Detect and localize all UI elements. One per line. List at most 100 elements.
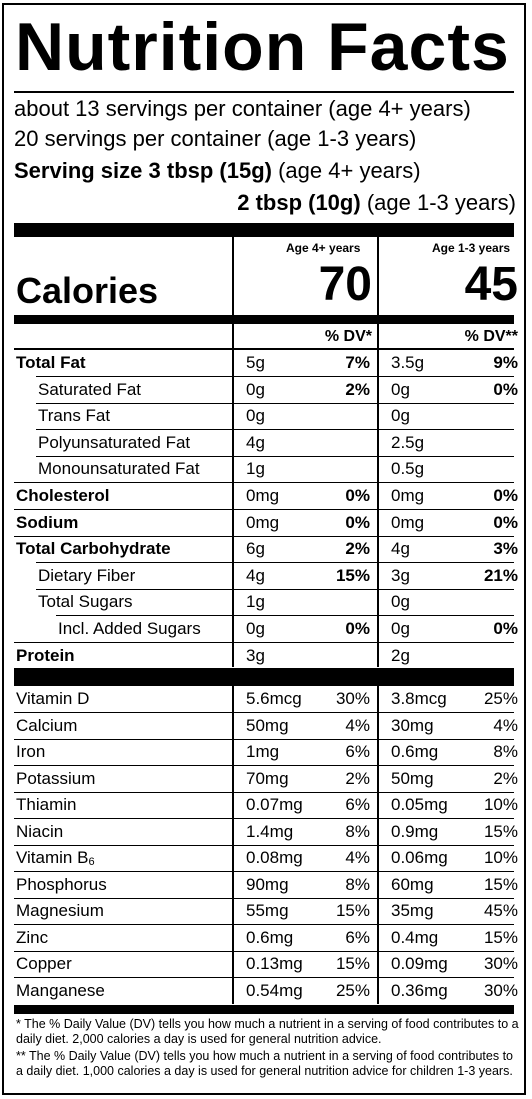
footnotes: * The % Daily Value (DV) tells you how m…	[16, 1017, 522, 1081]
adult-percent: 15%	[335, 954, 370, 973]
adult-amount: 1mg	[246, 742, 280, 761]
column-divider-left	[232, 237, 234, 667]
nutrient-name: Monounsaturated Fat	[38, 459, 200, 478]
child-amount: 0.09mg	[391, 954, 448, 973]
nutrient-name: Trans Fat	[38, 406, 111, 425]
vitamin-name-text: Magnesium	[16, 901, 104, 920]
child-percent: 10%	[483, 795, 518, 814]
child-amount: 50mg	[391, 769, 434, 788]
adult-percent: 2%	[345, 769, 370, 788]
row-divider	[14, 712, 514, 713]
adult-amount: 0mg	[246, 486, 280, 505]
vitamin-name: Manganese	[16, 980, 105, 1002]
child-percent: 0%	[493, 619, 518, 638]
child-percent: 0%	[493, 380, 518, 399]
nutrient-name: Cholesterol	[16, 486, 110, 505]
serving-size-amount-child: 2 tbsp (10g)	[237, 190, 361, 215]
child-amount: 0.9mg	[391, 822, 439, 841]
vitamin-name: Vitamin D	[16, 688, 89, 710]
nutrient-name: Total Fat	[16, 353, 86, 372]
vitamin-name-text: Niacin	[16, 822, 64, 841]
child-percent: 10%	[483, 848, 518, 867]
adult-amount: 50mg	[246, 716, 289, 735]
calories-child: 45	[464, 258, 518, 311]
vitamin-name: Magnesium	[16, 900, 104, 922]
adult-percent: 8%	[345, 875, 370, 894]
footnote-rule	[14, 1005, 514, 1014]
child-amount: 0.5g	[391, 459, 425, 478]
adult-amount: 4g	[246, 433, 265, 452]
column-divider-right	[377, 237, 379, 667]
child-dv-header: % DV**	[464, 328, 518, 345]
vitamin-name: Vitamin B6	[16, 847, 95, 873]
vitamin-name: Calcium	[16, 715, 77, 737]
adult-amount: 4g	[246, 566, 265, 585]
thick-bar-vitamins	[14, 668, 514, 686]
child-percent: 30%	[483, 981, 518, 1000]
adult-percent: 4%	[345, 716, 370, 735]
adult-amount: 70mg	[246, 769, 289, 788]
adult-amount: 1.4mg	[246, 822, 294, 841]
child-percent: 25%	[483, 689, 518, 708]
child-amount: 0.6mg	[391, 742, 439, 761]
adult-percent: 0%	[345, 619, 370, 638]
serving-size-label: Serving size	[14, 158, 143, 183]
child-amount: 4g	[391, 539, 410, 558]
adult-column-header: Age 4+ years	[286, 241, 361, 255]
adult-amount: 0g	[246, 406, 265, 425]
calories-rule	[14, 315, 514, 324]
thick-bar-top	[14, 223, 514, 237]
child-amount: 0.4mg	[391, 928, 439, 947]
child-amount: 0.05mg	[391, 795, 448, 814]
vitamin-name: Zinc	[16, 927, 48, 949]
servings-adult: about 13 servings per container (age 4+ …	[14, 96, 471, 121]
child-amount: 2g	[391, 646, 410, 665]
adult-amount: 5g	[246, 353, 265, 372]
adult-percent: 2%	[345, 380, 370, 399]
row-divider	[36, 456, 514, 457]
vitamin-name-text: Manganese	[16, 981, 105, 1000]
footnote-child: ** The % Daily Value (DV) tells you how …	[16, 1049, 514, 1078]
row-divider	[14, 977, 514, 978]
child-amount: 3.8mcg	[391, 689, 447, 708]
row-divider	[14, 871, 514, 872]
adult-amount: 0g	[246, 619, 265, 638]
adult-amount: 0.13mg	[246, 954, 303, 973]
adult-percent: 4%	[345, 848, 370, 867]
calories-adult: 70	[318, 258, 372, 311]
serving-size-child: 2 tbsp (10g) (age 1-3 years)	[237, 188, 516, 218]
adult-amount: 90mg	[246, 875, 289, 894]
serving-size-adult: Serving size 3 tbsp (15g) (age 4+ years)	[14, 156, 421, 186]
adult-percent: 30%	[335, 689, 370, 708]
vitamin-name-text: Thiamin	[16, 795, 77, 814]
vitamin-name-text: Calcium	[16, 716, 78, 735]
adult-amount: 3g	[246, 646, 265, 665]
child-amount: 0g	[391, 380, 410, 399]
adult-percent: 7%	[345, 353, 370, 372]
adult-percent: 6%	[345, 742, 370, 761]
row-divider	[14, 951, 514, 952]
nutrient-name: Sodium	[16, 513, 79, 532]
vitamin-name: Copper	[16, 953, 72, 975]
calories-label: Calories	[16, 270, 159, 311]
vitamin-name: Thiamin	[16, 794, 76, 816]
adult-percent: 25%	[335, 981, 370, 1000]
child-amount: 0mg	[391, 486, 425, 505]
row-divider	[14, 642, 514, 643]
title-rule	[14, 91, 514, 93]
adult-amount: 0mg	[246, 513, 280, 532]
adult-amount: 1g	[246, 459, 265, 478]
row-divider	[56, 615, 514, 616]
servings-child: 20 servings per container (age 1-3 years…	[14, 126, 417, 151]
vitamin-name-text: Vitamin D	[16, 689, 90, 708]
footnote-adult: * The % Daily Value (DV) tells you how m…	[16, 1017, 519, 1046]
adult-percent: 8%	[345, 822, 370, 841]
row-divider	[36, 376, 514, 377]
row-divider	[36, 403, 514, 404]
child-percent: 3%	[493, 539, 518, 558]
adult-amount: 5.6mcg	[246, 689, 302, 708]
vitamin-name-text: Phosphorus	[16, 875, 107, 894]
child-amount: 3g	[391, 566, 410, 585]
vitamin-name: Iron	[16, 741, 45, 763]
child-amount: 30mg	[391, 716, 434, 735]
